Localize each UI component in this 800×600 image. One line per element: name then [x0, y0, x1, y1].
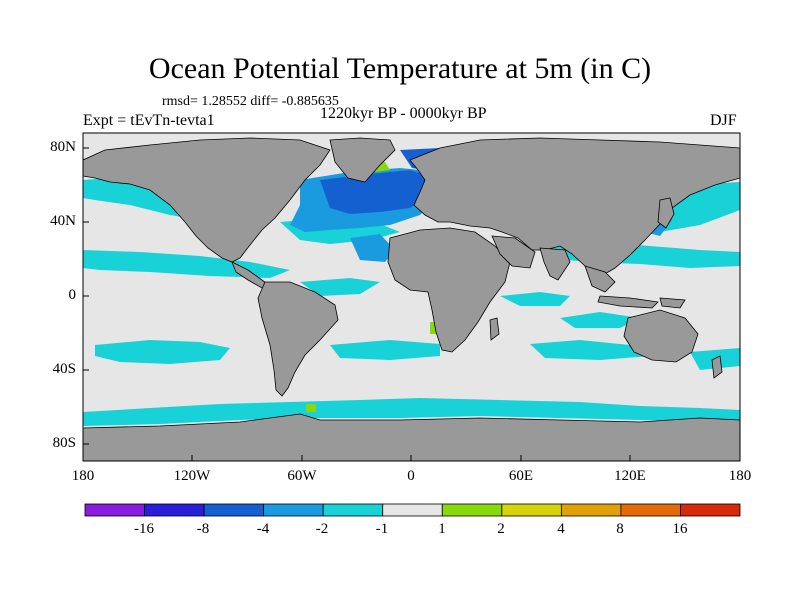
south-america: [257, 281, 339, 397]
x-label-180e: 180: [728, 468, 752, 484]
y-label-80s: 80S: [52, 435, 76, 451]
antarctic-peninsula-warm: [306, 404, 316, 412]
colorbar-swatch: [203, 503, 265, 517]
colorbar-label: 16: [672, 521, 688, 537]
indian-equatorial: [500, 292, 570, 306]
south-pacific-band: [95, 340, 230, 364]
north-america: [83, 137, 331, 263]
season-label: DJF: [710, 112, 737, 129]
japan: [657, 197, 675, 229]
colorbar-swatch: [501, 503, 562, 517]
north-atlantic-strong-cool: [320, 170, 435, 214]
australia: [623, 309, 699, 363]
africa: [387, 227, 511, 353]
colorbar-swatch: [263, 503, 324, 517]
colorbar-label: 8: [616, 521, 624, 537]
colorbar-swatch: [144, 503, 205, 517]
x-label-60e: 60E: [508, 468, 534, 484]
atlantic-equator-cool: [350, 234, 395, 262]
x-label-0: 0: [407, 468, 415, 484]
colorbar-label: -16: [134, 521, 154, 537]
colorbar: [84, 503, 741, 517]
colorbar-swatch: [382, 503, 443, 517]
colorbar-label: 1: [438, 521, 446, 537]
new-guinea: [659, 297, 686, 309]
experiment-label: Expt = tEvTn-tevta1: [83, 112, 215, 129]
map-area: [83, 133, 740, 461]
new-zealand: [711, 355, 723, 379]
colorbar-swatch: [84, 503, 145, 517]
colorbar-swatch: [680, 503, 741, 517]
india: [539, 247, 571, 281]
colorbar-label: 2: [497, 521, 505, 537]
madagascar: [489, 317, 500, 341]
indonesia: [597, 295, 659, 309]
colorbar-label: -8: [196, 521, 210, 537]
x-label-120w: 120W: [173, 468, 211, 484]
plot-title: Ocean Potential Temperature at 5m (in C): [148, 52, 652, 85]
colorbar-swatch: [560, 503, 622, 517]
y-label-0: 0: [68, 287, 77, 303]
colorbar-swatch: [441, 503, 503, 517]
antarctica: [83, 413, 740, 461]
period-label: 1220kyr BP - 0000kyr BP: [320, 105, 487, 122]
x-label-180w: 180: [71, 468, 95, 484]
indian-central: [560, 312, 640, 328]
colorbar-label: -1: [375, 521, 389, 537]
land: [83, 137, 740, 461]
south-indian-band: [530, 340, 650, 360]
stats-line: rmsd= 1.28552 diff= -0.885635: [162, 94, 339, 109]
colorbar-label: -4: [256, 521, 270, 537]
colorbar-swatch: [620, 503, 681, 517]
southern-ocean-band: [83, 398, 740, 426]
arabia: [491, 235, 536, 269]
y-label-40s: 40S: [52, 361, 76, 377]
y-label-80n: 80N: [50, 139, 76, 155]
axis-ticks: [83, 147, 631, 461]
y-label-40n: 40N: [50, 213, 76, 229]
southeast-asia: [584, 265, 616, 293]
x-label-120e: 120E: [614, 468, 646, 484]
greenland: [329, 137, 396, 183]
colorbar-label: -2: [315, 521, 329, 537]
colorbar-label: 4: [557, 521, 565, 537]
colorbar-swatch: [322, 503, 384, 517]
equatorial-atlantic: [300, 278, 380, 296]
x-label-60w: 60W: [287, 468, 317, 484]
south-atlantic-band: [330, 340, 440, 360]
